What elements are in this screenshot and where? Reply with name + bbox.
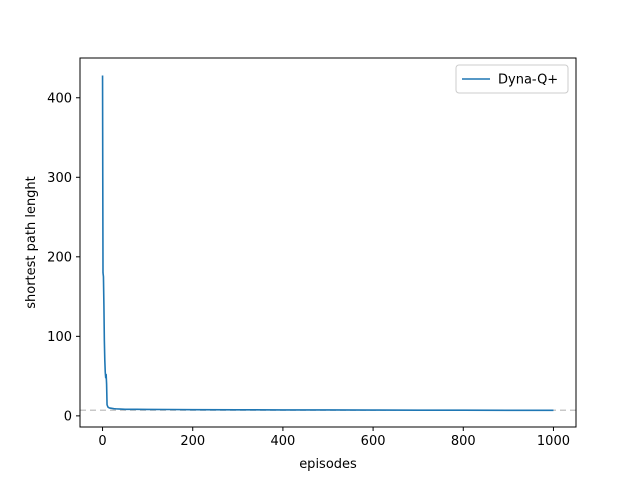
data-point bbox=[147, 409, 148, 410]
y-tick-label: 400 bbox=[47, 91, 72, 106]
data-point bbox=[106, 374, 107, 375]
x-axis: 0 200 400 600 800 1000 bbox=[98, 427, 570, 449]
data-point bbox=[508, 410, 509, 411]
data-point bbox=[418, 410, 419, 411]
data-point bbox=[237, 409, 238, 410]
data-point bbox=[102, 75, 103, 76]
data-point bbox=[105, 372, 106, 373]
data-point bbox=[327, 409, 328, 410]
x-tick-label: 200 bbox=[180, 434, 205, 449]
x-axis-label: episodes bbox=[299, 457, 357, 472]
data-point bbox=[103, 304, 104, 305]
data-point bbox=[111, 408, 112, 409]
data-point bbox=[104, 360, 105, 361]
data-point bbox=[103, 276, 104, 277]
data-point bbox=[115, 408, 116, 409]
x-tick-label: 600 bbox=[361, 434, 386, 449]
x-tick-label: 1000 bbox=[537, 434, 570, 449]
axes-frame bbox=[79, 57, 577, 428]
data-point bbox=[170, 409, 171, 410]
y-tick-label: 100 bbox=[47, 330, 72, 345]
data-point bbox=[120, 409, 121, 410]
y-axis: 0 100 200 300 400 bbox=[47, 91, 80, 424]
data-point bbox=[553, 410, 554, 411]
x-tick-label: 400 bbox=[270, 434, 295, 449]
data-point bbox=[372, 409, 373, 410]
legend-box bbox=[455, 64, 569, 94]
plot-area bbox=[80, 75, 576, 412]
data-point bbox=[282, 409, 283, 410]
y-axis-label: shortest path lenght bbox=[24, 176, 39, 309]
data-point bbox=[192, 409, 193, 410]
data-point bbox=[136, 409, 137, 410]
data-point bbox=[106, 383, 107, 384]
data-point bbox=[124, 409, 125, 410]
data-point bbox=[105, 377, 106, 378]
legend-label: Dyna-Q+ bbox=[498, 73, 558, 88]
data-point bbox=[106, 404, 107, 405]
y-tick-label: 0 bbox=[64, 409, 72, 424]
x-tick-label: 0 bbox=[98, 434, 106, 449]
data-point bbox=[107, 407, 108, 408]
series-line-0 bbox=[101, 75, 554, 412]
x-tick-label: 800 bbox=[451, 434, 476, 449]
data-point bbox=[109, 407, 110, 408]
data-point bbox=[463, 410, 464, 411]
data-point bbox=[102, 177, 103, 178]
data-point bbox=[113, 408, 114, 409]
y-tick-label: 200 bbox=[47, 250, 72, 265]
data-point bbox=[102, 272, 103, 273]
y-tick-label: 300 bbox=[47, 171, 72, 186]
data-point bbox=[104, 340, 105, 341]
legend: Dyna-Q+ bbox=[455, 64, 569, 94]
